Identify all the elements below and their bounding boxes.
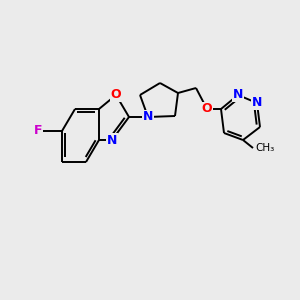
- Text: N: N: [143, 110, 153, 124]
- Text: O: O: [202, 103, 212, 116]
- Text: N: N: [252, 97, 262, 110]
- Text: N: N: [107, 134, 117, 146]
- Text: N: N: [233, 88, 243, 101]
- Text: O: O: [111, 88, 121, 101]
- Text: CH₃: CH₃: [255, 143, 274, 153]
- Text: F: F: [34, 124, 42, 137]
